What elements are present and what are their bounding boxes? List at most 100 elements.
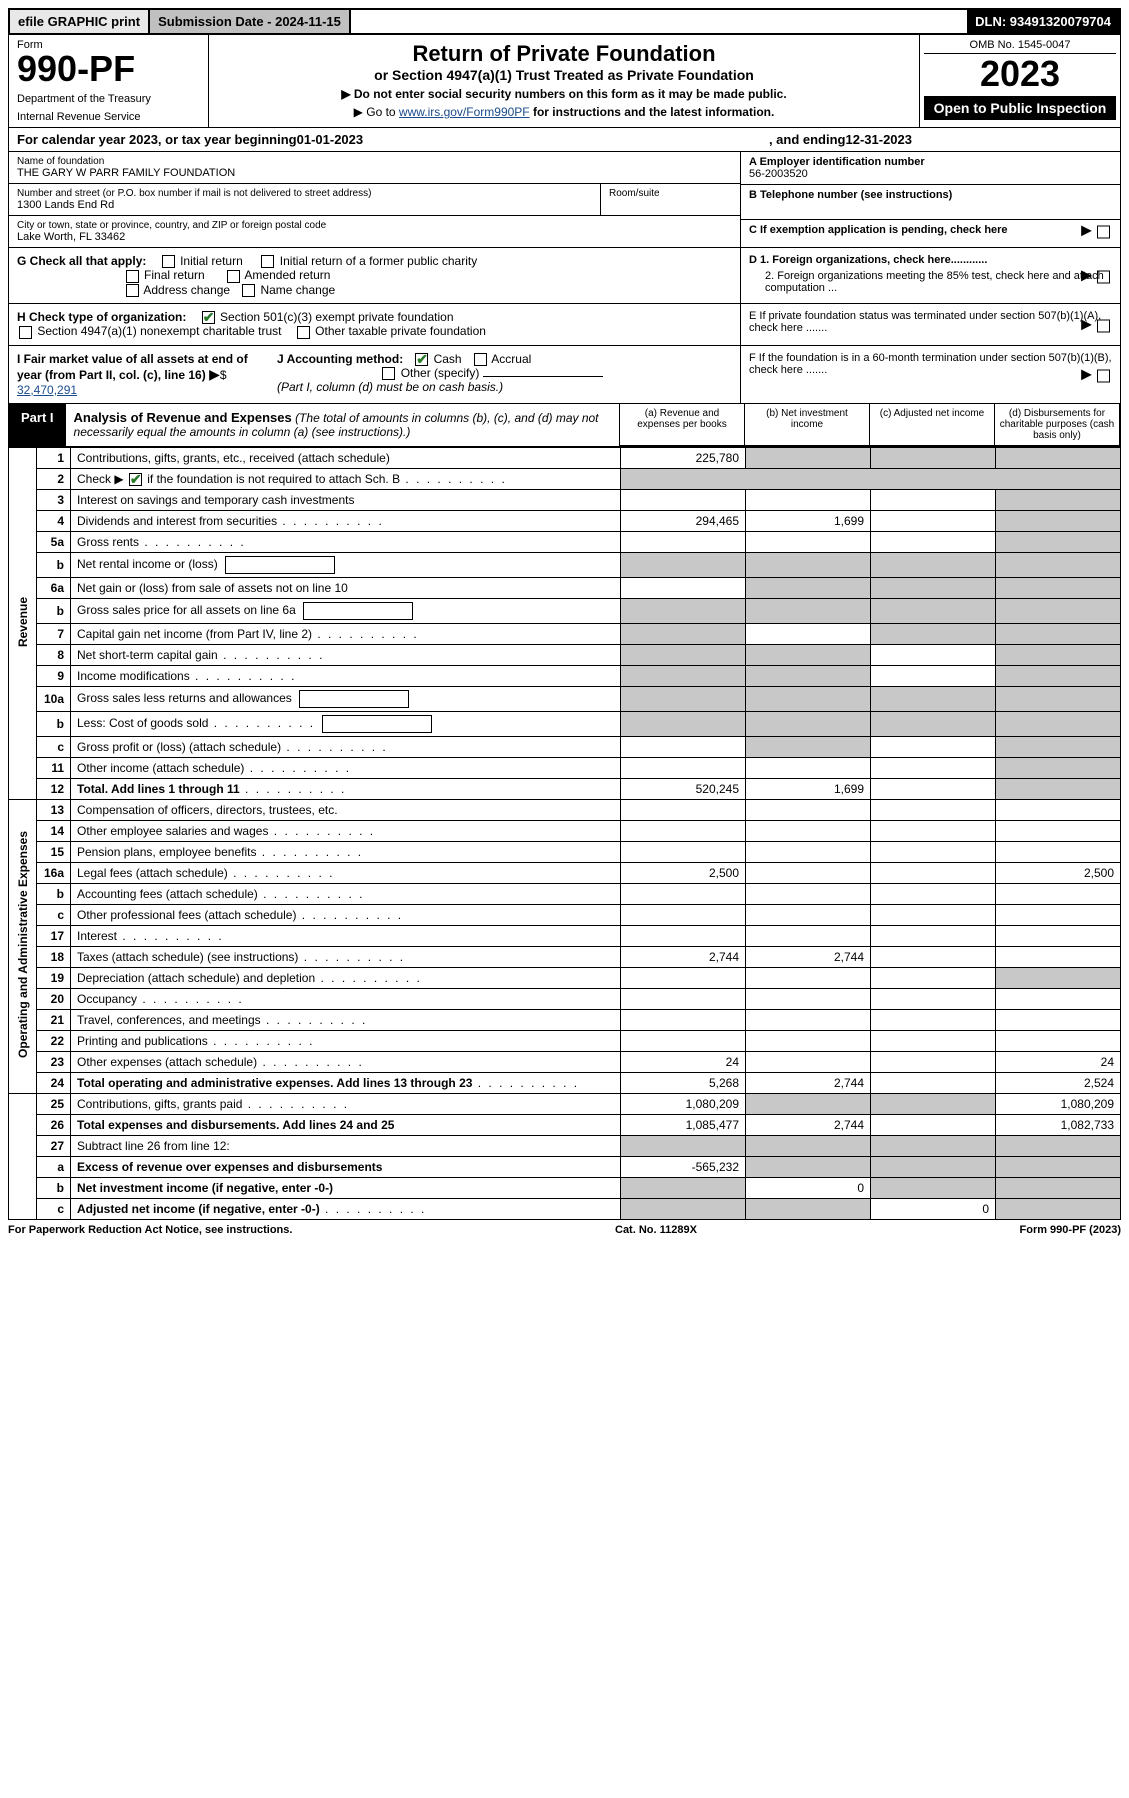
e-label: E If private foundation status was termi… <box>749 310 1101 334</box>
60-month-checkbox[interactable] <box>1097 369 1110 382</box>
exemption-pending-checkbox[interactable] <box>1097 225 1110 238</box>
footer-mid: Cat. No. 11289X <box>615 1224 697 1236</box>
d1-label: D 1. Foreign organizations, check here..… <box>749 254 987 266</box>
final-return-checkbox[interactable] <box>126 270 139 283</box>
table-row: 3Interest on savings and temporary cash … <box>9 489 1121 510</box>
tax-year: 2023 <box>924 54 1116 94</box>
city-state-zip: Lake Worth, FL 33462 <box>17 231 732 243</box>
4947a1-checkbox[interactable] <box>19 326 32 339</box>
ein-value: 56-2003520 <box>749 168 1112 180</box>
part1-title: Analysis of Revenue and Expenses <box>74 410 292 425</box>
table-row: 17Interest <box>9 925 1121 946</box>
dept-treasury: Department of the Treasury <box>17 93 200 105</box>
table-row: Revenue 1 Contributions, gifts, grants, … <box>9 447 1121 468</box>
part1-table: Revenue 1 Contributions, gifts, grants, … <box>8 447 1121 1220</box>
initial-return-checkbox[interactable] <box>162 255 175 268</box>
table-row: 14Other employee salaries and wages <box>9 820 1121 841</box>
table-row: 10aGross sales less returns and allowanc… <box>9 686 1121 711</box>
exemption-pending-label: C If exemption application is pending, c… <box>749 224 1008 236</box>
filer-info: Name of foundation THE GARY W PARR FAMIL… <box>8 152 1121 248</box>
sch-b-checkbox[interactable] <box>129 473 142 486</box>
table-row: 23Other expenses (attach schedule)2424 <box>9 1051 1121 1072</box>
accrual-checkbox[interactable] <box>474 353 487 366</box>
address-change-checkbox[interactable] <box>126 284 139 297</box>
table-row: cAdjusted net income (if negative, enter… <box>9 1198 1121 1219</box>
status-terminated-checkbox[interactable] <box>1097 319 1110 332</box>
table-row: 8Net short-term capital gain <box>9 644 1121 665</box>
ein-label: A Employer identification number <box>749 156 1112 168</box>
table-row: 7Capital gain net income (from Part IV, … <box>9 623 1121 644</box>
footer-left: For Paperwork Reduction Act Notice, see … <box>8 1224 292 1236</box>
table-row: bNet investment income (if negative, ent… <box>9 1177 1121 1198</box>
table-row: 21Travel, conferences, and meetings <box>9 1009 1121 1030</box>
col-a-header: (a) Revenue and expenses per books <box>620 404 745 446</box>
table-row: 25Contributions, gifts, grants paid1,080… <box>9 1093 1121 1114</box>
f-label: F If the foundation is in a 60-month ter… <box>749 352 1112 376</box>
table-row: 24Total operating and administrative exp… <box>9 1072 1121 1093</box>
j-note: (Part I, column (d) must be on cash basi… <box>277 380 503 394</box>
table-row: cGross profit or (loss) (attach schedule… <box>9 736 1121 757</box>
table-row: 26Total expenses and disbursements. Add … <box>9 1114 1121 1135</box>
street-address: 1300 Lands End Rd <box>17 199 590 211</box>
calendar-year-row: For calendar year 2023, or tax year begi… <box>8 128 1121 152</box>
j-label: J Accounting method: <box>277 352 403 366</box>
header-note-1: ▶ Do not enter social security numbers o… <box>221 87 907 101</box>
table-row: 27Subtract line 26 from line 12: <box>9 1135 1121 1156</box>
submission-date: Submission Date - 2024-11-15 <box>150 10 351 33</box>
part1-header: Part I Analysis of Revenue and Expenses … <box>8 404 1121 447</box>
other-taxable-checkbox[interactable] <box>297 326 310 339</box>
table-row: 15Pension plans, employee benefits <box>9 841 1121 862</box>
other-method-checkbox[interactable] <box>382 367 395 380</box>
form990pf-link[interactable]: www.irs.gov/Form990PF <box>399 105 530 119</box>
tax-year-begin: 01-01-2023 <box>297 132 364 147</box>
section-g-d: G Check all that apply: Initial return I… <box>8 248 1121 304</box>
tax-year-end: 12-31-2023 <box>846 132 913 147</box>
col-b-header: (b) Net investment income <box>745 404 870 446</box>
name-change-checkbox[interactable] <box>242 284 255 297</box>
open-to-public: Open to Public Inspection <box>924 96 1116 120</box>
section-ij-f: I Fair market value of all assets at end… <box>8 346 1121 404</box>
foundation-name: THE GARY W PARR FAMILY FOUNDATION <box>17 167 732 179</box>
table-row: 9Income modifications <box>9 665 1121 686</box>
city-label: City or town, state or province, country… <box>17 220 732 231</box>
table-row: bLess: Cost of goods sold <box>9 711 1121 736</box>
name-label: Name of foundation <box>17 156 732 167</box>
table-row: Operating and Administrative Expenses 13… <box>9 799 1121 820</box>
fmv-value[interactable]: 32,470,291 <box>17 383 77 397</box>
table-row: bAccounting fees (attach schedule) <box>9 883 1121 904</box>
col-c-header: (c) Adjusted net income <box>870 404 995 446</box>
g-label: G Check all that apply: <box>17 254 146 268</box>
table-row: 19Depreciation (attach schedule) and dep… <box>9 967 1121 988</box>
table-row: 22Printing and publications <box>9 1030 1121 1051</box>
efile-print-button[interactable]: efile GRAPHIC print <box>10 10 150 33</box>
table-row: 18Taxes (attach schedule) (see instructi… <box>9 946 1121 967</box>
table-row: 16aLegal fees (attach schedule)2,5002,50… <box>9 862 1121 883</box>
initial-former-checkbox[interactable] <box>261 255 274 268</box>
table-row: 4Dividends and interest from securities2… <box>9 510 1121 531</box>
irs-label: Internal Revenue Service <box>17 111 200 123</box>
omb-number: OMB No. 1545-0047 <box>924 39 1116 54</box>
page-footer: For Paperwork Reduction Act Notice, see … <box>8 1220 1121 1240</box>
section-h-e: H Check type of organization: Section 50… <box>8 304 1121 346</box>
table-row: 2 Check ▶ if the foundation is not requi… <box>9 468 1121 489</box>
table-row: aExcess of revenue over expenses and dis… <box>9 1156 1121 1177</box>
form-subtitle: or Section 4947(a)(1) Trust Treated as P… <box>221 67 907 83</box>
revenue-section-label: Revenue <box>16 597 30 647</box>
phone-label: B Telephone number (see instructions) <box>749 189 1112 201</box>
col-d-header: (d) Disbursements for charitable purpose… <box>995 404 1120 446</box>
expenses-section-label: Operating and Administrative Expenses <box>16 831 30 1058</box>
form-title: Return of Private Foundation <box>221 41 907 67</box>
table-row: 12Total. Add lines 1 through 11520,2451,… <box>9 778 1121 799</box>
501c3-checkbox[interactable] <box>202 311 215 324</box>
amended-return-checkbox[interactable] <box>227 270 240 283</box>
table-row: bGross sales price for all assets on lin… <box>9 598 1121 623</box>
top-bar: efile GRAPHIC print Submission Date - 20… <box>8 8 1121 35</box>
table-row: bNet rental income or (loss) <box>9 552 1121 577</box>
cash-checkbox[interactable] <box>415 353 428 366</box>
part1-badge: Part I <box>9 404 66 446</box>
h-label: H Check type of organization: <box>17 310 186 324</box>
table-row: 20Occupancy <box>9 988 1121 1009</box>
foreign-85-checkbox[interactable] <box>1097 271 1110 284</box>
table-row: cOther professional fees (attach schedul… <box>9 904 1121 925</box>
d2-label: 2. Foreign organizations meeting the 85%… <box>765 270 1104 294</box>
